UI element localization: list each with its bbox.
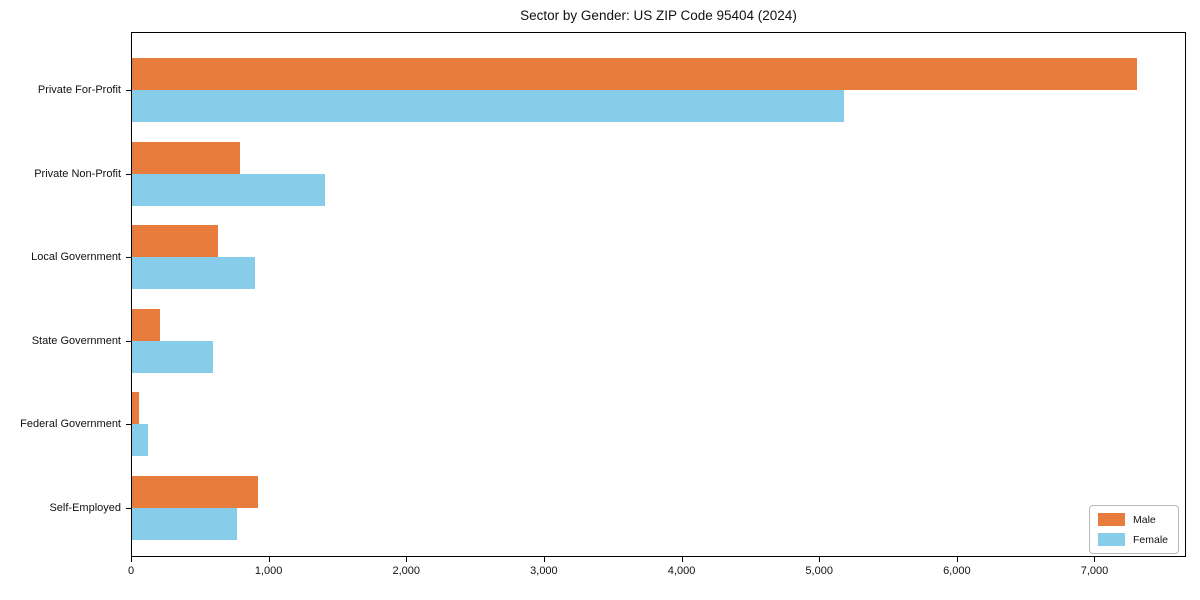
bar-female-private-for-profit (132, 90, 844, 122)
y-tick-federal-government (126, 424, 131, 426)
y-axis-label-federal-government: Federal Government (20, 418, 121, 431)
x-tick-7000 (1094, 557, 1096, 562)
x-axis-label-6000: 6,000 (943, 565, 971, 577)
male-swatch-icon (1098, 513, 1125, 526)
bar-female-private-non-profit (132, 173, 325, 206)
x-axis-label-1000: 1,000 (254, 565, 283, 577)
x-axis-label-4000: 4,000 (667, 565, 696, 577)
x-tick-1000 (268, 557, 270, 562)
y-axis-label-self-employed: Self-Employed (49, 502, 121, 514)
x-tick-4000 (681, 557, 683, 562)
bar-female-local-government (132, 257, 256, 290)
bar-male-federal-government (132, 392, 140, 425)
y-tick-private-for-profit (126, 90, 131, 91)
y-tick-state-government (126, 340, 131, 342)
y-axis-label-state-government: State Government (31, 334, 121, 347)
y-tick-local-government (126, 257, 131, 259)
x-axis-label-7000: 7,000 (1080, 565, 1109, 577)
x-axis-label-0: 0 (127, 565, 135, 577)
bar-male-private-non-profit (132, 141, 241, 174)
bar-male-state-government (132, 308, 160, 341)
y-axis-label-local-government: Local Government (31, 251, 121, 264)
bar-female-federal-government (132, 424, 148, 457)
legend-label-female: Female (1133, 533, 1169, 546)
x-tick-0 (131, 557, 132, 562)
legend-entry-female: Female (1098, 533, 1170, 546)
bar-female-state-government (132, 340, 214, 373)
y-tick-private-non-profit (126, 173, 131, 175)
x-axis-label-5000: 5,000 (805, 565, 833, 577)
x-tick-3000 (543, 557, 545, 562)
y-tick-self-employed (126, 508, 131, 509)
bar-male-private-for-profit (132, 58, 1137, 90)
y-axis-label-private-for-profit: Private For-Profit (37, 84, 121, 96)
bar-male-self-employed (132, 476, 259, 508)
bar-male-local-government (132, 225, 218, 258)
chart-title: Sector by Gender: US ZIP Code 95404 (202… (520, 8, 797, 23)
bar-female-self-employed (132, 508, 238, 540)
x-axis-label-2000: 2,000 (392, 565, 421, 577)
x-tick-2000 (406, 557, 408, 562)
legend-entry-male: Male (1098, 513, 1170, 526)
x-tick-5000 (819, 557, 821, 562)
x-tick-6000 (956, 557, 958, 562)
y-axis-label-private-non-profit: Private Non-Profit (34, 167, 121, 180)
legend: Male Female (1089, 505, 1179, 554)
legend-label-male: Male (1133, 513, 1156, 526)
x-axis-label-3000: 3,000 (530, 565, 558, 577)
plot-area (131, 32, 1186, 557)
female-swatch-icon (1098, 533, 1125, 546)
